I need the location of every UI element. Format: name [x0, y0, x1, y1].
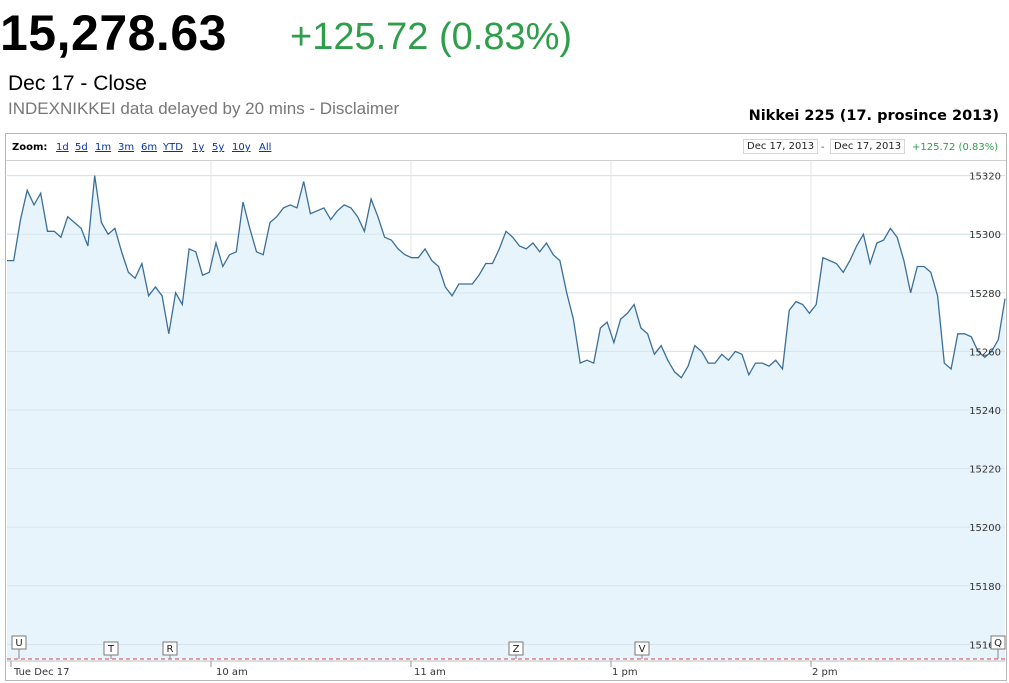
event-flag-label: Q — [994, 638, 1002, 649]
y-tick-label: 15180 — [969, 582, 1001, 593]
event-flag-box — [162, 641, 178, 656]
price-line — [7, 175, 1006, 379]
close-label: Dec 17 - Close — [8, 72, 147, 95]
index-price: 15,278.63 — [0, 5, 227, 61]
y-tick-label: 15200 — [969, 523, 1001, 534]
zoom-ytd[interactable]: YTD — [163, 142, 183, 153]
y-tick-label: 15240 — [969, 406, 1001, 417]
y-tick-label: 15220 — [969, 465, 1001, 476]
zoom-3m[interactable]: 3m — [118, 142, 135, 153]
x-tick-label: 2 pm — [812, 667, 838, 678]
event-flag-box — [11, 635, 27, 650]
range-separator: - — [821, 142, 825, 153]
y-tick-label: 15320 — [969, 172, 1001, 183]
zoom-1d[interactable]: 1d — [56, 142, 69, 153]
zoom-1y[interactable]: 1y — [192, 142, 205, 153]
zoom-10y[interactable]: 10y — [232, 142, 251, 153]
y-tick-label: 15260 — [969, 347, 1001, 358]
event-flag-box — [508, 641, 524, 656]
y-tick-label: 15160 — [969, 640, 1001, 651]
price-area-fill — [7, 175, 1005, 659]
event-flag-label: T — [107, 644, 115, 655]
event-flag-box — [990, 635, 1006, 650]
x-tick-label: Tue Dec 17 — [13, 667, 70, 678]
event-flag-label: V — [639, 644, 646, 655]
x-tick-label: 11 am — [414, 667, 446, 678]
chart-caption: Nikkei 225 (17. prosince 2013) — [748, 108, 999, 124]
y-tick-label: 15300 — [969, 230, 1001, 241]
chart-frame: Zoom: 1d 5d 1m 3m 6m YTD 1y 5y 10y All D… — [5, 133, 1007, 681]
data-delay-note: INDEXNIKKEI data delayed by 20 mins - Di… — [8, 99, 400, 118]
range-end-field[interactable]: Dec 17, 2013 — [830, 139, 906, 154]
zoom-5d[interactable]: 5d — [75, 142, 88, 153]
chart-toolbar: Zoom: 1d 5d 1m 3m 6m YTD 1y 5y 10y All D… — [6, 134, 1006, 161]
range-change: +125.72 (0.83%) — [912, 142, 999, 153]
zoom-5y[interactable]: 5y — [212, 142, 225, 153]
event-flag-label: Z — [513, 644, 520, 655]
event-flag-label: R — [167, 644, 174, 655]
zoom-label: Zoom: — [12, 142, 48, 153]
zoom-all[interactable]: All — [259, 142, 272, 153]
index-change: +125.72 (0.83%) — [290, 16, 573, 58]
price-chart: 15160 15180 15200 15220 15240 15260 15280 15300… — [7, 161, 1006, 678]
x-tick-label: 10 am — [216, 667, 248, 678]
event-flag-box — [634, 641, 650, 656]
zoom-1m[interactable]: 1m — [95, 142, 112, 153]
x-tick-label: 1 pm — [612, 667, 638, 678]
zoom-6m[interactable]: 6m — [141, 142, 158, 153]
event-flag-label: U — [15, 638, 22, 649]
event-flag-box — [103, 641, 119, 656]
range-start-field[interactable]: Dec 17, 2013 — [743, 139, 819, 154]
y-tick-label: 15280 — [969, 289, 1001, 300]
